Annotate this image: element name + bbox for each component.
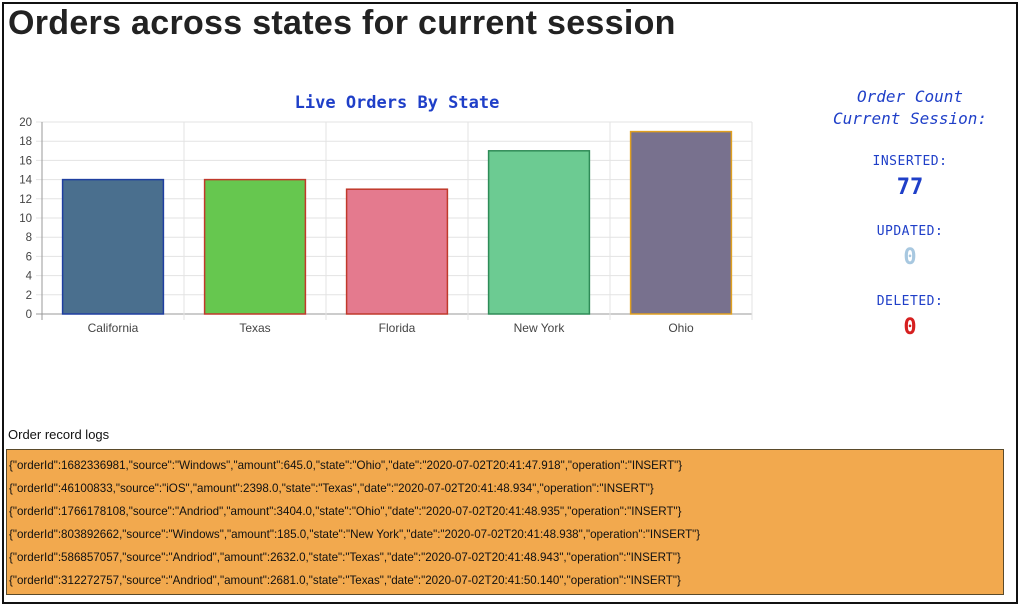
- x-tick-label: California: [88, 321, 139, 335]
- order-count-title-line1: Order Count: [857, 87, 963, 106]
- log-line: {"orderId":803892662,"source":"Windows",…: [9, 528, 701, 541]
- y-tick-label: 4: [26, 271, 33, 283]
- x-tick-label: New York: [514, 321, 566, 335]
- y-tick-label: 2: [26, 290, 32, 302]
- log-line: {"orderId":1682336981,"source":"Windows"…: [9, 459, 683, 472]
- y-tick-label: 6: [26, 251, 32, 263]
- x-tick-label: Ohio: [668, 321, 694, 335]
- y-tick-label: 12: [19, 194, 32, 206]
- order-count-title-line2: Current Session:: [832, 109, 988, 128]
- updated-count-block: UPDATED: 0: [810, 224, 1010, 270]
- chart-svg: Live Orders By State 0 2 4 6 8 10 12 14 16 18 20 Cal…: [19, 93, 753, 335]
- deleted-count-block: DELETED: 0: [810, 294, 1010, 340]
- y-tick-label: 0: [26, 309, 32, 321]
- y-tick-label: 20: [19, 117, 32, 129]
- y-tick-label: 10: [19, 213, 32, 225]
- x-tick-label: Florida: [379, 321, 416, 335]
- y-tick-label: 18: [19, 136, 32, 148]
- order-count-panel: Order Count Current Session: INSERTED: 7…: [810, 86, 1010, 340]
- bar-ohio: [629, 130, 733, 315]
- inserted-value: 77: [896, 175, 924, 200]
- y-tick-label: 14: [19, 175, 32, 187]
- bar-california: [61, 178, 165, 315]
- chart-title: Live Orders By State: [295, 93, 500, 113]
- bar-new-york: [487, 150, 591, 315]
- orders-bar-chart: Live Orders By State 0 2 4 6 8 10 12 14 16 18 20 Cal…: [0, 84, 780, 344]
- updated-value: 0: [903, 245, 917, 270]
- x-tick-label: Texas: [239, 321, 270, 335]
- deleted-label: DELETED:: [876, 294, 944, 309]
- y-tick-label: 8: [26, 232, 32, 244]
- log-line: {"orderId":586857057,"source":"Andriod",…: [9, 551, 681, 564]
- order-logs-label: Order record logs: [8, 427, 110, 442]
- bar-texas: [203, 178, 307, 315]
- order-count-title: Order Count Current Session:: [810, 86, 1010, 130]
- order-logs-box[interactable]: {"orderId":1682336981,"source":"Windows"…: [6, 449, 1004, 595]
- inserted-count-block: INSERTED: 77: [810, 154, 1010, 200]
- updated-label: UPDATED:: [876, 224, 944, 239]
- y-tick-label: 16: [19, 155, 32, 167]
- log-line: {"orderId":1766178108,"source":"Andriod"…: [9, 505, 682, 518]
- bar-florida: [345, 188, 449, 315]
- deleted-value: 0: [903, 315, 917, 340]
- inserted-label: INSERTED:: [872, 154, 948, 169]
- page-title: Orders across states for current session: [8, 4, 676, 42]
- log-line: {"orderId":46100833,"source":"iOS","amou…: [9, 482, 654, 495]
- log-line: {"orderId":312272757,"source":"Andriod",…: [9, 574, 681, 587]
